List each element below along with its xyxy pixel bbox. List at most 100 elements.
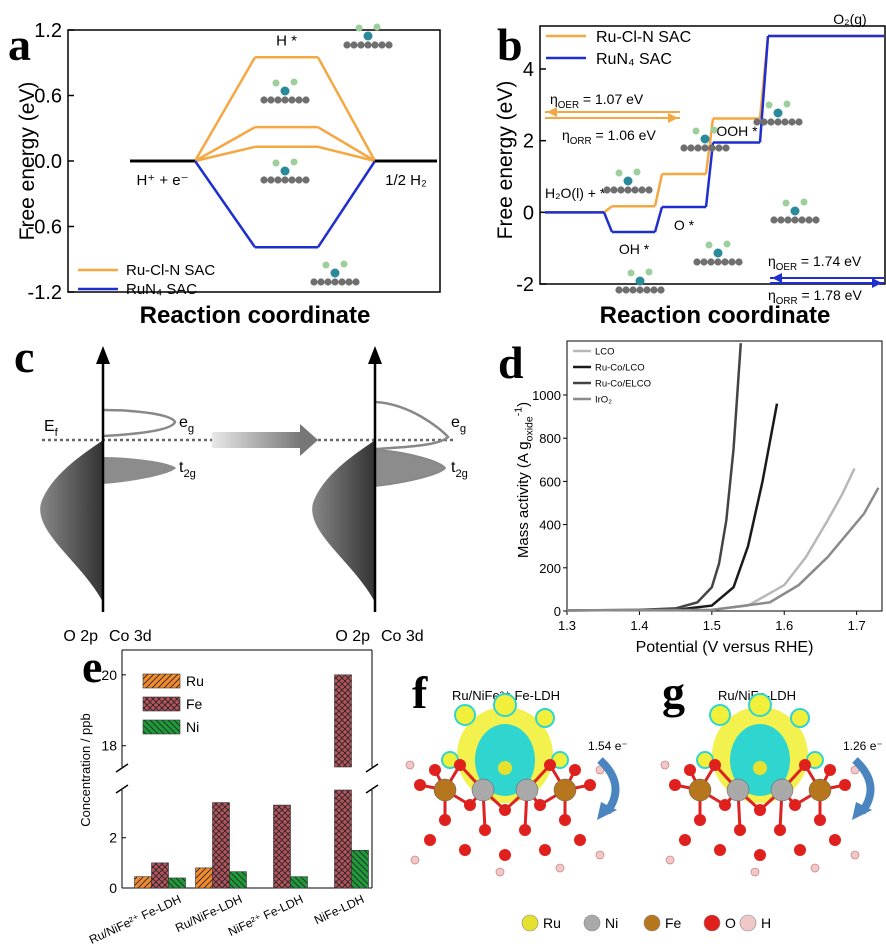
atom	[688, 778, 712, 802]
legend-label: Ru-Cl-N SAC	[126, 262, 215, 279]
atom	[638, 186, 646, 194]
atom	[373, 23, 381, 31]
atom	[669, 779, 681, 791]
atom	[721, 258, 729, 266]
density-blob	[535, 708, 555, 728]
y-tick-label: 4	[523, 59, 534, 81]
atom	[660, 760, 670, 770]
bar	[273, 804, 291, 889]
atom	[782, 199, 790, 207]
break-mark	[115, 784, 129, 794]
legend-label: Fe	[186, 696, 203, 712]
molecule-icon	[693, 240, 743, 266]
atom	[569, 764, 581, 776]
atom	[495, 867, 505, 877]
state-label: t2g	[451, 459, 468, 480]
break-mark	[365, 784, 379, 794]
text-part: η	[768, 253, 776, 269]
atom	[424, 834, 436, 846]
bar-upper	[334, 674, 352, 768]
atom	[735, 258, 743, 266]
panel-letter: b	[497, 19, 523, 70]
text-part: η	[562, 127, 570, 143]
atom	[534, 799, 546, 811]
atom	[784, 216, 792, 224]
atom	[385, 41, 393, 49]
bar	[151, 862, 169, 889]
atom	[274, 176, 282, 184]
arrow-head	[852, 802, 872, 820]
atom	[760, 118, 768, 126]
atom	[519, 824, 531, 836]
atom	[350, 41, 358, 49]
panel-letter: c	[14, 331, 34, 382]
o2p-band	[40, 440, 103, 602]
atom	[715, 144, 723, 152]
charge-density-structure	[405, 693, 605, 877]
panel-letter: e	[82, 641, 102, 692]
atom	[627, 269, 635, 277]
atom	[810, 863, 820, 873]
atom	[322, 261, 330, 269]
y-tick-label: -2	[516, 274, 534, 296]
text-part: t	[179, 459, 184, 476]
axis-label: O 2p	[63, 628, 98, 645]
atom	[700, 134, 710, 144]
y-tick-label: 0.0	[34, 151, 62, 173]
atom	[595, 850, 605, 860]
atom	[454, 759, 466, 771]
atom	[701, 144, 709, 152]
atom	[378, 41, 386, 49]
annotation: ηOER = 1.74 eV	[768, 253, 862, 273]
legend-swatch	[142, 673, 181, 689]
atom	[754, 804, 766, 816]
atom	[812, 216, 820, 224]
y-tick-label: 1000	[532, 388, 561, 403]
legend-swatch	[703, 914, 721, 932]
y-tick-label: 0	[523, 202, 534, 224]
y-tick-label: -1.2	[28, 282, 62, 304]
atom	[610, 186, 618, 194]
energy-connector	[653, 206, 664, 233]
plot-frame	[539, 25, 886, 285]
atom	[324, 278, 332, 286]
energy-connector	[317, 126, 376, 163]
atom	[774, 118, 782, 126]
atom	[705, 241, 713, 249]
y-tick-label: 0	[554, 604, 561, 619]
panel-letter: f	[412, 667, 428, 718]
atom	[694, 144, 702, 152]
atom	[636, 286, 644, 294]
data-line	[566, 487, 880, 612]
atom	[414, 779, 426, 791]
atom	[464, 799, 476, 811]
atom	[790, 206, 800, 216]
legend-swatch	[521, 914, 539, 932]
atom	[429, 764, 441, 776]
atom	[433, 778, 457, 802]
atom	[635, 276, 645, 286]
legend-label: O	[725, 915, 736, 931]
atom	[295, 96, 303, 104]
density-blob	[475, 724, 535, 796]
legend-label: H	[761, 915, 771, 931]
atom	[734, 824, 746, 836]
atom	[795, 118, 803, 126]
atom	[777, 216, 785, 224]
fermi-label: Ef	[44, 418, 59, 439]
arrow-head	[668, 113, 678, 123]
atom	[405, 760, 415, 770]
atom	[288, 96, 296, 104]
atom	[770, 778, 794, 802]
arrow-head	[772, 273, 782, 283]
atom	[719, 799, 731, 811]
annotation: ηORR = 1.78 eV	[768, 287, 862, 307]
x-axis-label: Reaction coordinate	[140, 302, 371, 329]
bar	[134, 876, 152, 889]
molecule-icon	[260, 158, 310, 184]
energy-connector	[194, 126, 256, 163]
atom	[624, 186, 632, 194]
category-label: H *	[276, 32, 297, 49]
atom	[371, 41, 379, 49]
atom	[791, 216, 799, 224]
